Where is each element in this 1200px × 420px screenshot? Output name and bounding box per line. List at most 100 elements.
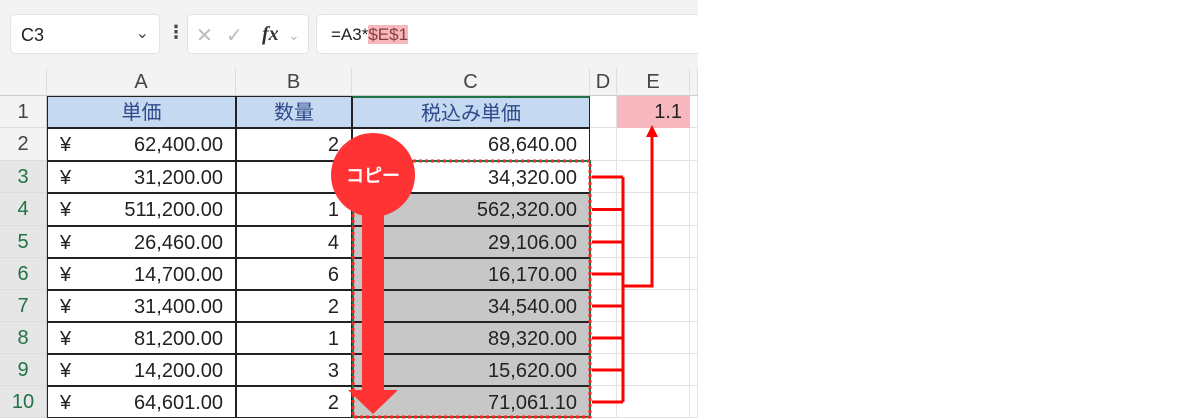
row-header-6[interactable]: 6 (0, 258, 47, 290)
price-value: 81,200.00 (134, 328, 223, 350)
cell-taxed-price[interactable]: 34,320.00 (352, 161, 590, 193)
cell[interactable] (690, 193, 698, 226)
cell[interactable] (690, 258, 698, 290)
chevron-down-icon[interactable]: ⌄ (135, 25, 149, 42)
cell-price[interactable]: ¥14,200.00 (47, 354, 236, 386)
row-header-4[interactable]: 4 (0, 193, 47, 226)
cell-taxed-price[interactable]: 29,106.00 (352, 226, 590, 258)
row-header-5[interactable]: 5 (0, 226, 47, 258)
column-header-c[interactable]: C (352, 68, 590, 96)
cell[interactable] (590, 193, 617, 226)
row-header-1[interactable]: 1 (0, 96, 47, 128)
cell[interactable] (590, 290, 617, 322)
cell[interactable] (590, 322, 617, 354)
header-quantity[interactable]: 数量 (236, 96, 352, 128)
column-header-f[interactable] (690, 68, 698, 96)
cell-price[interactable]: ¥26,460.00 (47, 226, 236, 258)
cell[interactable] (590, 354, 617, 386)
spreadsheet-grid[interactable]: A B C D E 1 2 3 4 5 6 7 8 9 10 単価 数量 税込み単価 1.1 ¥62,400.00 2 6… (0, 68, 698, 420)
cell-quantity[interactable]: 2 (236, 386, 352, 418)
cell-quantity[interactable]: 2 (236, 128, 352, 161)
name-box-value: C3 (21, 25, 45, 45)
cell-quantity[interactable]: 6 (236, 258, 352, 290)
currency-symbol: ¥ (60, 167, 72, 189)
chevron-down-icon[interactable]: ⌄ (288, 27, 300, 43)
currency-symbol: ¥ (60, 134, 72, 156)
currency-symbol: ¥ (60, 328, 72, 350)
cell[interactable] (690, 128, 698, 161)
cell[interactable] (590, 128, 617, 161)
name-box[interactable]: C3 ⌄ (10, 14, 160, 54)
cell-taxed-price[interactable]: 89,320.00 (352, 322, 590, 354)
cell-taxed-price[interactable]: 68,640.00 (352, 128, 590, 161)
cell[interactable] (690, 290, 698, 322)
cell[interactable] (590, 226, 617, 258)
enter-icon[interactable]: ✓ (226, 25, 243, 47)
column-header-a[interactable]: A (47, 68, 236, 96)
cell-taxed-price[interactable]: 34,540.00 (352, 290, 590, 322)
cell-quantity[interactable]: 4 (236, 226, 352, 258)
header-taxed-price[interactable]: 税込み単価 (352, 96, 590, 128)
cell-quantity[interactable]: 1 (236, 193, 352, 226)
header-unit-price[interactable]: 単価 (47, 96, 236, 128)
cell[interactable] (690, 386, 698, 418)
cell-e1[interactable]: 1.1 (617, 96, 690, 128)
cell[interactable] (617, 290, 690, 322)
cell-price[interactable]: ¥511,200.00 (47, 193, 236, 226)
cell[interactable] (617, 322, 690, 354)
cell[interactable] (617, 161, 690, 193)
cell[interactable] (590, 386, 617, 418)
cell-price[interactable]: ¥31,200.00 (47, 161, 236, 193)
cell[interactable] (617, 258, 690, 290)
column-header-e[interactable]: E (617, 68, 690, 96)
cell-price[interactable]: ¥64,601.00 (47, 386, 236, 418)
cell-taxed-price[interactable]: 15,620.00 (352, 354, 590, 386)
column-header-d[interactable]: D (590, 68, 617, 96)
row-header-3[interactable]: 3 (0, 161, 47, 193)
cell[interactable] (690, 322, 698, 354)
price-value: 31,400.00 (134, 296, 223, 318)
cell[interactable] (590, 161, 617, 193)
cell-price[interactable]: ¥14,700.00 (47, 258, 236, 290)
cell-price[interactable]: ¥62,400.00 (47, 128, 236, 161)
cell[interactable] (690, 96, 698, 128)
insert-function-icon[interactable]: fx (262, 23, 279, 45)
cell[interactable] (617, 226, 690, 258)
formula-reference: $E$1 (368, 25, 409, 44)
cell[interactable] (690, 354, 698, 386)
cell-quantity[interactable]: 2 (236, 290, 352, 322)
cell-quantity[interactable] (236, 161, 352, 193)
cell[interactable] (690, 161, 698, 193)
cell-taxed-price[interactable]: 562,320.00 (352, 193, 590, 226)
currency-symbol: ¥ (60, 264, 72, 286)
cell-price[interactable]: ¥31,400.00 (47, 290, 236, 322)
currency-symbol: ¥ (60, 199, 72, 221)
cancel-icon[interactable]: ✕ (196, 25, 213, 47)
row-header-10[interactable]: 10 (0, 386, 47, 418)
cell-price[interactable]: ¥81,200.00 (47, 322, 236, 354)
price-value: 511,200.00 (124, 199, 223, 221)
cell[interactable] (617, 128, 690, 161)
row-header-9[interactable]: 9 (0, 354, 47, 386)
cell[interactable] (617, 193, 690, 226)
more-icon[interactable]: ⋮ (167, 22, 185, 42)
currency-symbol: ¥ (60, 296, 72, 318)
cell[interactable] (690, 226, 698, 258)
price-value: 14,700.00 (134, 264, 223, 286)
cell[interactable] (617, 354, 690, 386)
row-header-7[interactable]: 7 (0, 290, 47, 322)
formula-input[interactable]: =A3*$E$1 (316, 14, 698, 54)
select-all-corner[interactable] (0, 68, 47, 96)
cell[interactable] (590, 96, 617, 128)
cell-quantity[interactable]: 3 (236, 354, 352, 386)
row-header-2[interactable]: 2 (0, 128, 47, 161)
cell-taxed-price[interactable]: 71,061.10 (352, 386, 590, 418)
currency-symbol: ¥ (60, 232, 72, 254)
column-header-b[interactable]: B (236, 68, 352, 96)
cell[interactable] (617, 386, 690, 418)
cell[interactable] (590, 258, 617, 290)
price-value: 62,400.00 (134, 134, 223, 156)
row-header-8[interactable]: 8 (0, 322, 47, 354)
cell-quantity[interactable]: 1 (236, 322, 352, 354)
cell-taxed-price[interactable]: 16,170.00 (352, 258, 590, 290)
